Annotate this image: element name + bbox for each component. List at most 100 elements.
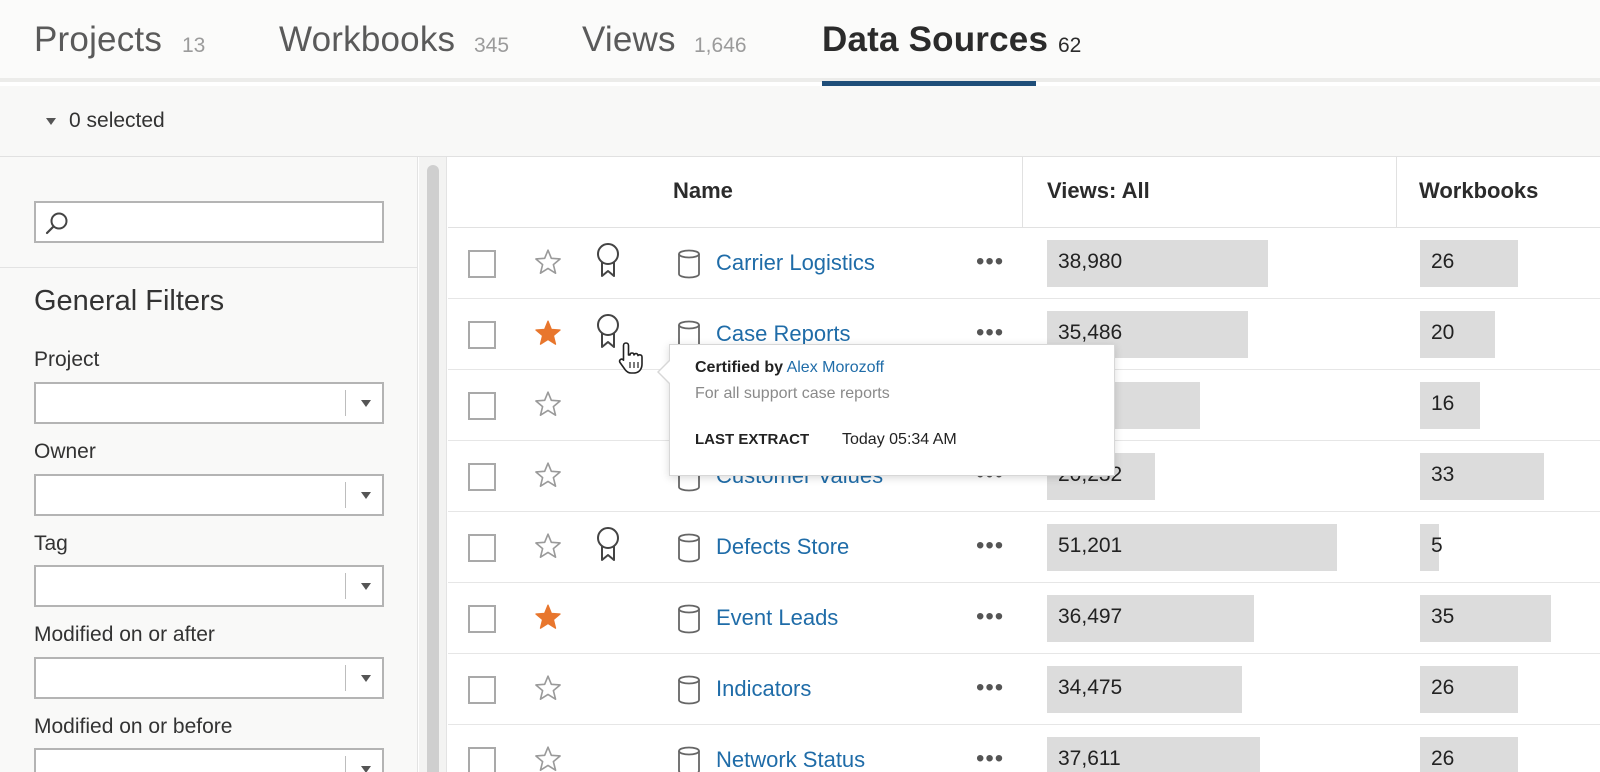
views-value: 37,611 bbox=[1058, 747, 1121, 770]
scrollbar-thumb[interactable] bbox=[427, 165, 439, 772]
more-actions-icon[interactable]: ••• bbox=[976, 248, 1005, 275]
database-icon bbox=[677, 533, 701, 568]
column-header-name[interactable]: Name bbox=[673, 178, 733, 203]
table-row[interactable]: Defects Store ••• 51,201 5 bbox=[448, 512, 1600, 583]
views-value: 36,497 bbox=[1058, 605, 1123, 628]
divider bbox=[0, 267, 418, 268]
star-icon[interactable] bbox=[534, 248, 562, 281]
views-value: 38,980 bbox=[1058, 250, 1123, 273]
selection-count[interactable]: 0 selected bbox=[69, 109, 165, 132]
data-source-link[interactable]: Defects Store bbox=[716, 534, 850, 559]
workbooks-value: 16 bbox=[1431, 392, 1455, 415]
modified-before-select[interactable] bbox=[34, 748, 384, 772]
row-checkbox[interactable] bbox=[468, 605, 496, 633]
certification-note: For all support case reports bbox=[695, 385, 890, 402]
tab-count: 345 bbox=[474, 34, 510, 57]
certified-by-line: Certified by Alex Morozoff bbox=[695, 359, 884, 377]
certified-badge-icon[interactable] bbox=[594, 313, 622, 358]
data-source-link[interactable]: Carrier Logistics bbox=[716, 250, 875, 275]
star-icon[interactable] bbox=[534, 674, 562, 707]
content-type-tabs: Projects 13 Workbooks 345 Views 1,646 Da… bbox=[0, 0, 1600, 86]
workbooks-bar bbox=[1420, 240, 1518, 287]
views-bar bbox=[1047, 595, 1254, 642]
data-source-link[interactable]: Event Leads bbox=[716, 605, 839, 630]
caret-down-icon[interactable] bbox=[46, 118, 56, 125]
row-checkbox[interactable] bbox=[468, 747, 496, 772]
data-source-link[interactable]: Case Reports bbox=[716, 321, 851, 346]
table-row[interactable]: Carrier Logistics ••• 38,980 26 bbox=[448, 228, 1600, 299]
chevron-down-icon bbox=[361, 766, 371, 772]
table-row[interactable]: Network Status ••• 37,611 26 bbox=[448, 725, 1600, 772]
column-header-workbooks[interactable]: Workbooks bbox=[1419, 178, 1539, 203]
workbooks-value: 26 bbox=[1431, 250, 1455, 273]
star-icon[interactable] bbox=[534, 390, 562, 423]
star-icon[interactable] bbox=[534, 461, 562, 494]
sidebar-scrollbar[interactable] bbox=[419, 157, 447, 772]
filters-title: General Filters bbox=[34, 285, 225, 317]
row-checkbox[interactable] bbox=[468, 250, 496, 278]
row-checkbox[interactable] bbox=[468, 463, 496, 491]
tab-views[interactable]: Views 1,646 bbox=[582, 0, 762, 86]
views-bar bbox=[1047, 666, 1242, 713]
search-input[interactable] bbox=[34, 201, 384, 243]
row-checkbox[interactable] bbox=[468, 676, 496, 704]
certified-badge-icon[interactable] bbox=[594, 526, 622, 571]
tab-count: 13 bbox=[182, 34, 206, 57]
workbooks-value: 35 bbox=[1431, 605, 1455, 628]
workbooks-bar bbox=[1420, 524, 1439, 571]
chevron-down-icon bbox=[361, 492, 371, 499]
workbooks-bar bbox=[1420, 595, 1551, 642]
more-actions-icon[interactable]: ••• bbox=[976, 674, 1005, 701]
star-filled-icon[interactable] bbox=[534, 319, 562, 352]
last-extract-value: Today 05:34 AM bbox=[842, 431, 957, 448]
tab-data-sources[interactable]: Data Sources 62 bbox=[822, 0, 1087, 86]
filter-label-tag: Tag bbox=[34, 532, 68, 555]
data-source-link[interactable]: Indicators bbox=[716, 676, 812, 701]
tag-select[interactable] bbox=[34, 565, 384, 607]
project-select[interactable] bbox=[34, 382, 384, 424]
tab-count: 1,646 bbox=[694, 34, 747, 57]
tab-workbooks[interactable]: Workbooks 345 bbox=[279, 0, 519, 86]
table-row[interactable]: Indicators ••• 34,475 26 bbox=[448, 654, 1600, 725]
tab-count: 62 bbox=[1058, 34, 1082, 57]
star-filled-icon[interactable] bbox=[534, 603, 562, 636]
workbooks-value: 20 bbox=[1431, 321, 1455, 344]
data-source-link[interactable]: Network Status bbox=[716, 747, 866, 772]
workbooks-value: 5 bbox=[1431, 534, 1443, 557]
chevron-down-icon bbox=[361, 675, 371, 682]
database-icon bbox=[677, 604, 701, 639]
workbooks-value: 26 bbox=[1431, 747, 1455, 770]
views-bar bbox=[1047, 240, 1268, 287]
modified-after-select[interactable] bbox=[34, 657, 384, 699]
tab-label: Views bbox=[582, 20, 676, 59]
column-header-views[interactable]: Views: All bbox=[1047, 178, 1150, 203]
search-icon bbox=[45, 212, 68, 235]
star-icon[interactable] bbox=[534, 532, 562, 565]
workbooks-bar bbox=[1420, 311, 1495, 358]
more-actions-icon[interactable]: ••• bbox=[976, 532, 1005, 559]
workbooks-bar bbox=[1420, 453, 1544, 500]
table-row[interactable]: Case Reports ••• 35,486 20 bbox=[448, 299, 1600, 370]
table-row[interactable]: Event Leads ••• 36,497 35 bbox=[448, 583, 1600, 654]
more-actions-icon[interactable]: ••• bbox=[976, 603, 1005, 630]
certified-by-label: Certified by bbox=[695, 359, 784, 376]
last-extract-label: LAST EXTRACT bbox=[695, 431, 810, 448]
filter-label-project: Project bbox=[34, 348, 100, 371]
row-checkbox[interactable] bbox=[468, 321, 496, 349]
views-value: 34,475 bbox=[1058, 676, 1123, 699]
more-actions-icon[interactable]: ••• bbox=[976, 745, 1005, 772]
star-icon[interactable] bbox=[534, 745, 562, 772]
more-actions-icon[interactable]: ••• bbox=[976, 319, 1005, 346]
row-checkbox[interactable] bbox=[468, 392, 496, 420]
chevron-down-icon bbox=[361, 400, 371, 407]
workbooks-bar bbox=[1420, 382, 1480, 429]
workbooks-value: 26 bbox=[1431, 676, 1455, 699]
workbooks-bar bbox=[1420, 737, 1518, 772]
chevron-down-icon bbox=[361, 583, 371, 590]
certified-badge-icon[interactable] bbox=[594, 242, 622, 287]
certifier-link[interactable]: Alex Morozoff bbox=[786, 359, 885, 376]
owner-select[interactable] bbox=[34, 474, 384, 516]
database-icon bbox=[677, 249, 701, 284]
tab-projects[interactable]: Projects 13 bbox=[34, 0, 214, 86]
row-checkbox[interactable] bbox=[468, 534, 496, 562]
